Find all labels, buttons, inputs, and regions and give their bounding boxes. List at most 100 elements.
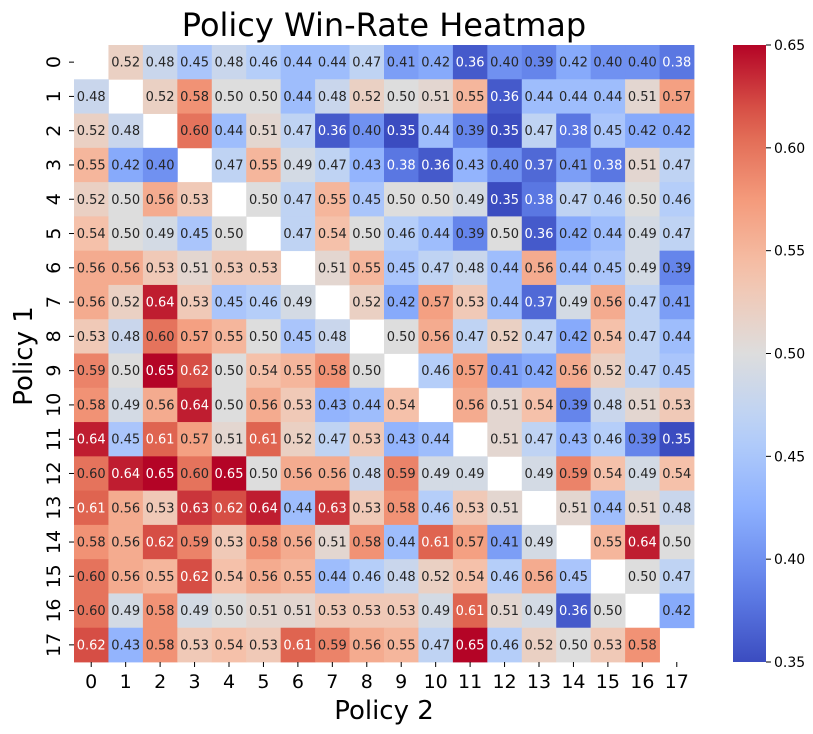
heatmap-cell-1-9 [384,79,419,114]
cell-value-label-14-3: 0.59 [180,536,209,551]
heatmap-cell-12-5 [246,456,282,492]
y-tick-label-17: 17 [43,633,65,657]
heatmap-cell-7-2 [142,284,178,320]
heatmap-cell-8-9 [384,319,419,354]
heatmap-cell-9-2 [142,353,178,389]
cell-value-label-4-8: 0.45 [352,193,381,208]
heatmap-cell-2-14 [556,113,592,149]
heatmap-cell-5-2 [142,216,178,252]
cell-value-label-11-1: 0.45 [111,433,140,448]
cell-value-label-11-2: 0.61 [146,433,175,448]
heatmap-cell-10-15 [590,387,626,423]
cell-value-label-0-5: 0.46 [249,56,278,71]
cell-value-label-9-10: 0.46 [421,364,450,379]
cell-value-label-0-7: 0.44 [318,56,347,71]
cell-value-label-16-10: 0.49 [421,604,450,619]
heatmap-cell-11-8 [349,422,385,457]
cell-value-label-1-13: 0.44 [525,90,554,105]
heatmap-cell-14-16 [625,524,660,560]
heatmap-cell-11-9 [384,422,419,457]
heatmap-cell-12-1 [108,456,144,492]
cell-value-label-7-14: 0.49 [559,296,588,311]
heatmap-cell-2-17 [659,113,695,149]
heatmap-cell-10-5 [246,387,282,423]
cell-value-label-2-1: 0.48 [111,124,140,139]
cell-value-label-9-3: 0.62 [180,364,209,379]
heatmap-cell-4-16 [625,182,660,217]
cell-value-label-7-3: 0.53 [180,296,209,311]
heatmap-cell-4-9 [384,182,419,217]
heatmap-cell-14-12 [487,524,523,560]
cell-value-label-9-15: 0.52 [593,364,622,379]
cell-value-label-16-8: 0.53 [352,604,381,619]
heatmap-cell-15-4 [211,559,247,594]
heatmap-cell-6-2 [142,250,178,286]
x-tick-label-3: 3 [189,671,201,693]
chart-title: Policy Win-Rate Heatmap [182,6,586,44]
heatmap-cell-3-16 [625,147,660,183]
heatmap-cell-11-6 [280,422,316,457]
cell-value-label-10-11: 0.56 [456,398,485,413]
heatmap-cell-3-2 [142,147,178,183]
heatmap-cell-6-3 [177,250,213,286]
cell-value-label-0-4: 0.48 [215,56,244,71]
cell-value-label-0-16: 0.40 [628,56,657,71]
cell-value-label-17-5: 0.53 [249,638,278,653]
heatmap-cell-7-14 [556,284,592,320]
cell-value-label-13-2: 0.53 [146,501,175,516]
cell-value-label-5-17: 0.47 [662,227,691,242]
cell-value-label-8-1: 0.48 [111,330,140,345]
cell-value-label-5-13: 0.36 [525,227,554,242]
cell-value-label-1-0: 0.48 [77,90,106,105]
cell-value-label-16-1: 0.49 [111,604,140,619]
heatmap-cell-6-1 [108,250,144,286]
cell-value-label-10-1: 0.49 [111,398,140,413]
heatmap-cell-9-7 [315,353,350,389]
cell-value-label-12-5: 0.50 [249,467,278,482]
heatmap-cell-0-4 [211,45,247,80]
cell-value-label-2-3: 0.60 [180,124,209,139]
cell-value-label-3-7: 0.47 [318,158,347,173]
heatmap-cell-14-17 [659,524,695,560]
y-tick-label-11: 11 [43,427,65,451]
cell-value-label-7-10: 0.57 [421,296,450,311]
heatmap-cell-6-8 [349,250,385,286]
cell-value-label-2-9: 0.35 [387,124,416,139]
heatmap-cell-1-11 [452,79,488,114]
heatmap-cell-2-7 [315,113,350,149]
heatmap-cell-6-12 [487,250,523,286]
cell-value-label-8-12: 0.52 [490,330,519,345]
cell-value-label-9-7: 0.58 [318,364,347,379]
heatmap-cell-5-3 [177,216,213,252]
cell-value-label-0-2: 0.48 [146,56,175,71]
cell-value-label-12-11: 0.49 [456,467,485,482]
cell-value-label-12-2: 0.65 [146,467,175,482]
cell-value-label-2-12: 0.35 [490,124,519,139]
x-tick-labels: 0 1 2 3 4 5 6 7 8 9 10 11 12 13 14 15 16 17 [85,662,689,693]
cell-value-label-1-3: 0.58 [180,90,209,105]
heatmap-cell-12-3 [177,456,213,492]
cell-value-label-2-8: 0.40 [352,124,381,139]
heatmap-cell-0-16 [625,45,660,80]
cell-value-label-12-3: 0.60 [180,467,209,482]
heatmap-cell-2-4 [211,113,247,149]
heatmap-cell-17-10 [418,627,454,663]
cell-value-label-15-8: 0.46 [352,570,381,585]
heatmap-cell-11-2 [142,422,178,457]
heatmap-cell-15-9 [384,559,419,594]
heatmap-cell-8-10 [418,319,454,354]
heatmap-cell-5-14 [556,216,592,252]
cell-value-label-8-10: 0.56 [421,330,450,345]
cell-value-label-6-14: 0.44 [559,261,588,276]
cell-value-label-3-9: 0.38 [387,158,416,173]
heatmap-cell-11-0 [74,422,109,457]
cell-value-label-13-3: 0.63 [180,501,209,516]
cell-value-label-16-17: 0.42 [662,604,691,619]
cell-value-label-7-5: 0.46 [249,296,278,311]
cell-value-label-17-7: 0.59 [318,638,347,653]
cell-value-label-0-14: 0.42 [559,56,588,71]
cell-value-label-13-9: 0.58 [387,501,416,516]
heatmap-cell-4-10 [418,182,454,217]
heatmap-cell-16-17 [659,593,695,629]
cell-value-label-11-13: 0.47 [525,433,554,448]
